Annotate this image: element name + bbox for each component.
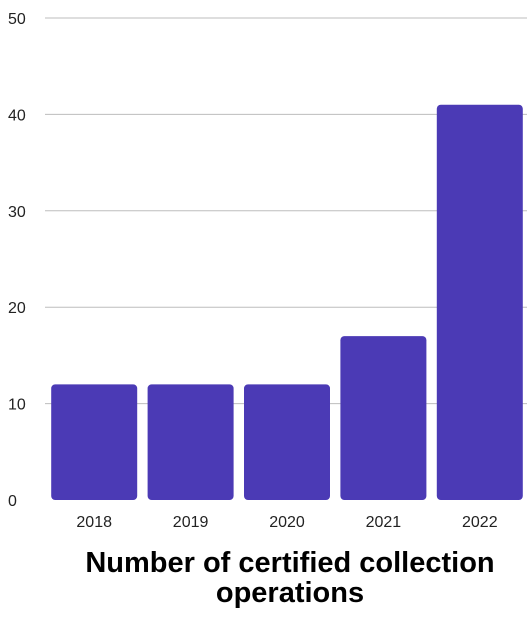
- y-tick-label: 50: [8, 11, 26, 28]
- bar-2021: [340, 336, 427, 500]
- y-axis-ticks: 0 10 20 30 40 50: [8, 11, 26, 510]
- x-tick-label: 2020: [269, 514, 305, 531]
- y-tick-label: 20: [8, 300, 26, 317]
- y-tick-label: 10: [8, 397, 26, 414]
- bar-chart: 0 10 20 30 40 50 2018 2019 2020 2021 2022: [8, 11, 527, 531]
- x-tick-label: 2021: [366, 514, 402, 531]
- x-tick-label: 2019: [173, 514, 209, 531]
- x-tick-label: 2022: [462, 514, 498, 531]
- y-tick-label: 0: [8, 493, 17, 510]
- y-tick-label: 30: [8, 204, 26, 221]
- bar-2019: [147, 384, 234, 500]
- bar-2022: [436, 104, 523, 500]
- bars: [51, 104, 523, 500]
- y-tick-label: 40: [8, 107, 26, 124]
- bar-2018: [51, 384, 138, 500]
- x-tick-label: 2018: [76, 514, 112, 531]
- x-axis-ticks: 2018 2019 2020 2021 2022: [76, 514, 497, 531]
- bar-2020: [244, 384, 330, 500]
- chart-title: Number of certified collection operation…: [85, 547, 495, 609]
